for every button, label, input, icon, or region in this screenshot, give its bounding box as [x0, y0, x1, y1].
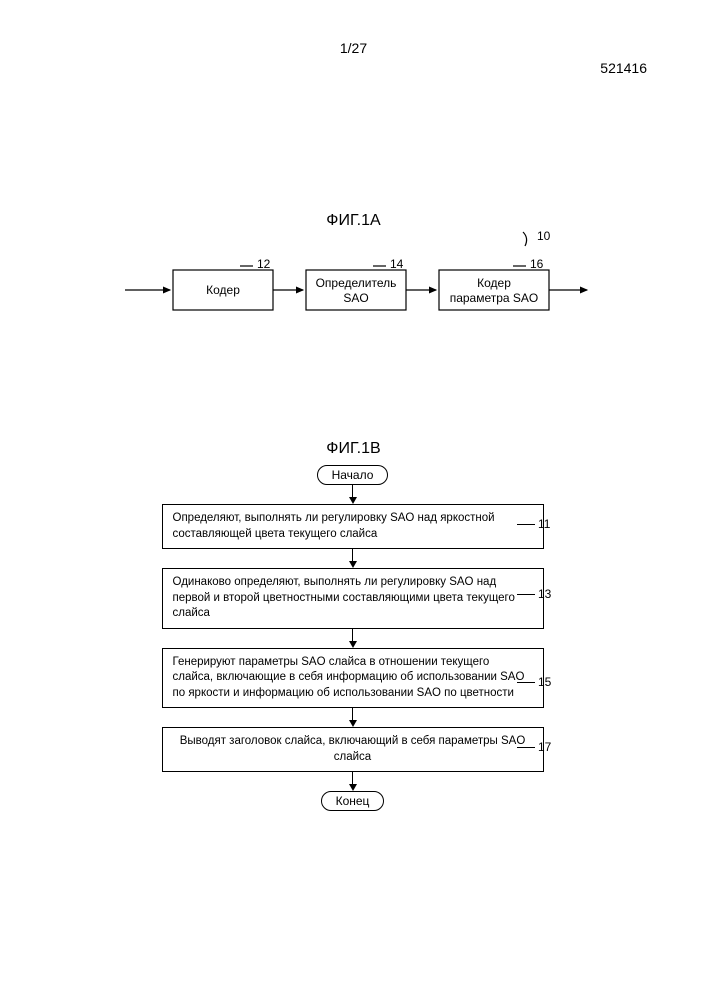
fig1b-ref-13: 13: [538, 587, 551, 601]
fig1a-diagram: 10 Кодер 12 Определитель SAO 14 Кодер па…: [125, 230, 595, 350]
fig1a-ref-16: 16: [530, 257, 544, 271]
fig1a-ref-14: 14: [390, 257, 404, 271]
fig1b-title: ФИГ.1B: [326, 440, 380, 458]
fig1b-step-13: Одинаково определяют, выполнять ли регул…: [162, 568, 544, 629]
fig1b-ref-11: 11: [538, 517, 550, 531]
fig1a-box-sao-determiner-label1: Определитель: [316, 276, 397, 290]
fig1b-start: Начало: [317, 465, 389, 485]
page-number: 1/27: [340, 40, 367, 56]
fig1a-box-coder-label: Кодер: [206, 283, 240, 297]
fig1b-step-11: Определяют, выполнять ли регулировку SAO…: [162, 504, 544, 549]
fig1b-step-17: Выводят заголовок слайса, включающий в с…: [162, 727, 544, 772]
fig1a-box-sao-param-coder-label2: параметра SAO: [450, 291, 539, 305]
fig1a-box-sao-param-coder-label1: Кодер: [477, 276, 511, 290]
fig1a-ref-12: 12: [257, 257, 271, 271]
fig1b-step-15: Генерируют параметры SAO слайса в отноше…: [162, 648, 544, 709]
fig1a-ref-overall: 10: [537, 230, 551, 243]
fig1b-flowchart: Начало Определяют, выполнять ли регулиро…: [145, 465, 560, 811]
doc-id: 521416: [600, 60, 647, 76]
fig1b-end: Конец: [321, 791, 385, 811]
fig1b-ref-17: 17: [538, 740, 551, 754]
fig1b-ref-15: 15: [538, 675, 551, 689]
fig1a-box-sao-determiner-label2: SAO: [343, 291, 368, 305]
fig1a-title: ФИГ.1A: [326, 212, 380, 230]
